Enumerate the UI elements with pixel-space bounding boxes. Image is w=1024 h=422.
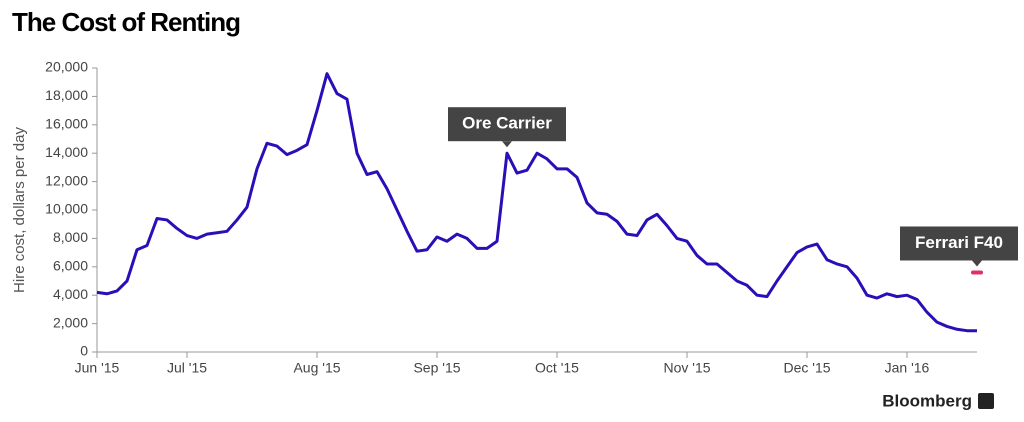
- y-tick-label: 12,000: [45, 172, 88, 188]
- annotation-box: [900, 226, 1018, 261]
- x-tick-label: Sep '15: [413, 360, 460, 376]
- y-tick-label: 20,000: [45, 59, 88, 75]
- chart-title: The Cost of Renting: [12, 7, 240, 37]
- y-tick-label: 16,000: [45, 116, 88, 132]
- y-tick-label: 10,000: [45, 201, 88, 217]
- x-tick-label: Jan '16: [885, 360, 930, 376]
- x-tick-label: Oct '15: [535, 360, 579, 376]
- y-tick-label: 0: [80, 343, 88, 359]
- source: Bloomberg: [882, 391, 972, 410]
- x-tick-label: Aug '15: [293, 360, 340, 376]
- x-tick-label: Jun '15: [75, 360, 120, 376]
- annotation: Ferrari F40: [915, 233, 1003, 252]
- y-tick-label: 2,000: [53, 314, 88, 330]
- highlight-mark: [971, 270, 983, 275]
- annotation: Ore Carrier: [462, 114, 552, 133]
- y-tick-label: 6,000: [53, 258, 88, 274]
- y-tick-label: 8,000: [53, 229, 88, 245]
- logo: [978, 393, 994, 409]
- y-tick-label: 4,000: [53, 286, 88, 302]
- line: [96, 72, 977, 333]
- annotation-pointer: [972, 260, 982, 267]
- x-tick-label: Dec '15: [783, 360, 830, 376]
- y-axis-label: Hire cost, dollars per day: [11, 127, 28, 293]
- annotation-box: [448, 107, 566, 142]
- x-tick-label: Nov '15: [663, 360, 710, 376]
- y-tick-label: 18,000: [45, 87, 88, 103]
- annotation-pointer: [502, 141, 512, 148]
- y-tick-label: 14,000: [45, 144, 88, 160]
- x-tick-label: Jul '15: [167, 360, 207, 376]
